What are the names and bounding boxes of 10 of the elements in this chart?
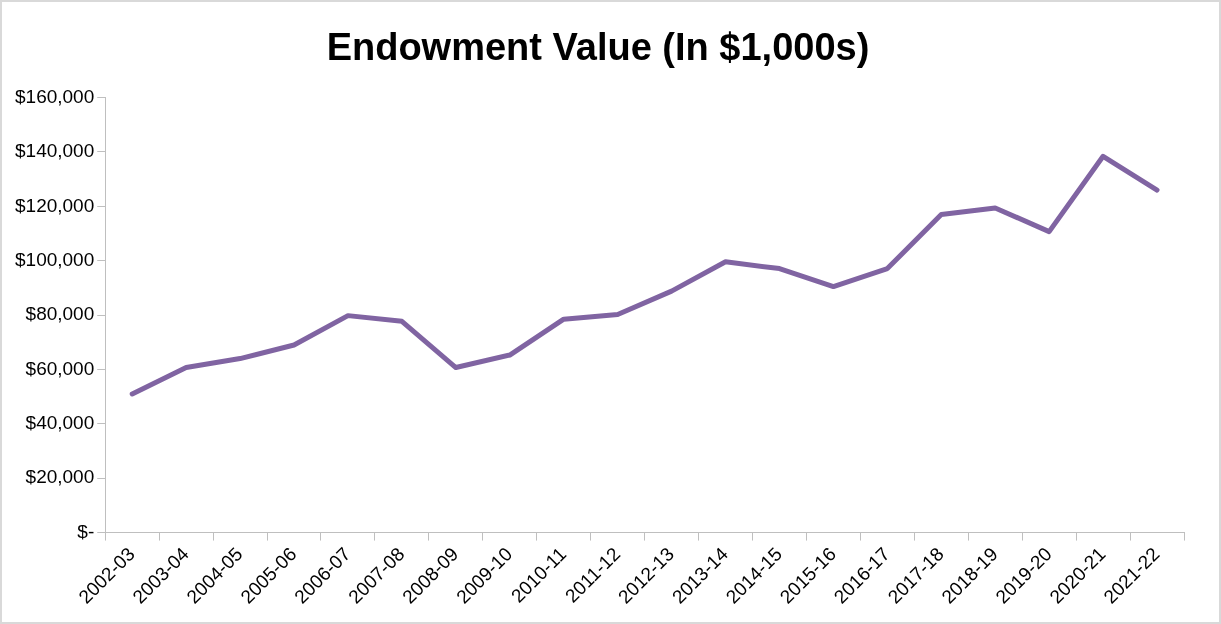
y-tick-label: $20,000 (25, 466, 95, 488)
y-tick-label: $120,000 (15, 194, 95, 216)
chart-title: Endowment Value (In $1,000s) (326, 26, 870, 69)
y-tick-label: $40,000 (25, 412, 95, 434)
y-tick-label: $100,000 (15, 248, 95, 270)
y-tick-label: $60,000 (25, 357, 95, 379)
y-tick-label: $160,000 (15, 85, 95, 107)
y-tick-label: $80,000 (25, 303, 95, 325)
y-tick-label: $140,000 (15, 140, 95, 162)
y-tick-label: $- (77, 520, 95, 542)
